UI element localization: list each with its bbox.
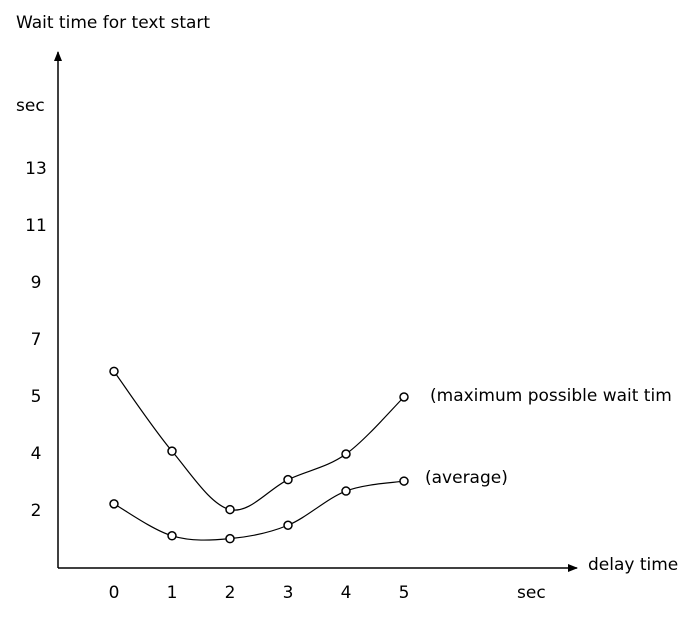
x-tick-label: 4 [341,583,352,603]
y-tick-label: 9 [31,273,42,293]
data-point [167,531,177,541]
data-point [341,449,351,459]
data-point [399,476,409,486]
data-point [109,366,119,377]
series-curve [113,370,405,511]
y-tick-label: 11 [25,216,47,236]
y-tick-label: 4 [31,444,42,464]
data-point [225,533,235,544]
data-point [283,520,293,530]
y-tick-label: 7 [31,330,42,350]
x-tick-label: 2 [225,583,236,603]
y-tick-label: 5 [31,387,42,407]
x-unit: sec [517,583,546,603]
data-point [167,446,177,456]
data-point [225,504,235,515]
y-tick-label: 13 [25,159,47,179]
data-point [341,486,351,496]
x-tick-label: 3 [283,583,294,603]
x-label: delay time [588,555,678,575]
series-label: (average) [425,468,508,488]
data-point [399,392,409,402]
data-point [283,474,293,485]
y-tick-label: 2 [31,501,42,521]
y-unit: sec [16,96,45,116]
series-curve [113,480,405,541]
chart-title: Wait time for text start [16,13,210,33]
data-point [109,499,119,509]
series-label: (maximum possible wait tim [430,386,672,406]
x-tick-label: 1 [167,583,178,603]
x-tick-label: 5 [399,583,410,603]
x-tick-label: 0 [109,583,120,603]
